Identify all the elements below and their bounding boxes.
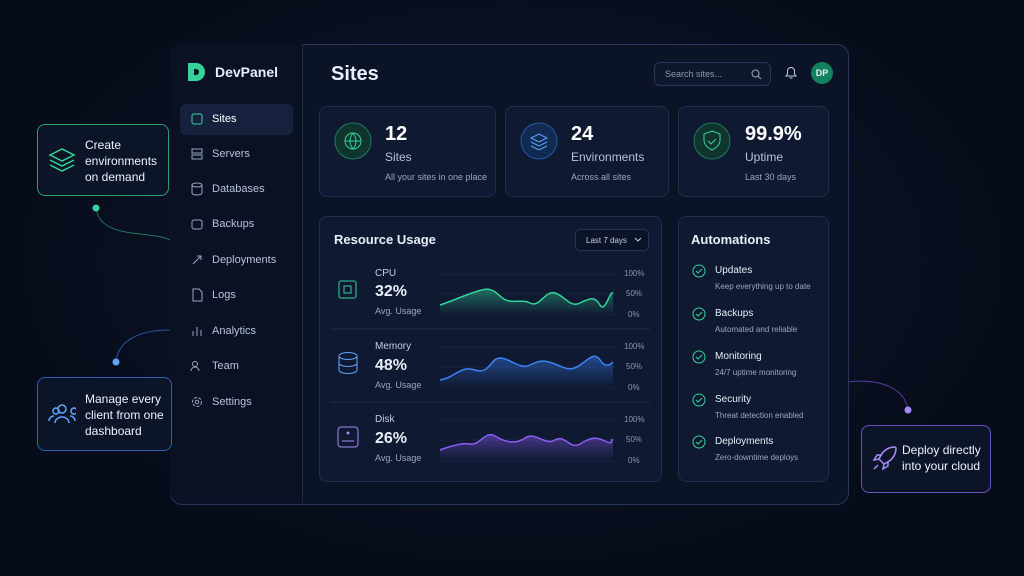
nav-label: Team (212, 360, 239, 372)
resource-caption: Avg. Usage (375, 306, 422, 316)
callout-text: Manage every client from one dashboard (85, 392, 164, 438)
connector (95, 207, 171, 241)
automation-desc: Keep everything up to date (715, 282, 811, 291)
resource-caption: Avg. Usage (375, 453, 422, 463)
axis-label: 100% (624, 269, 645, 278)
resource-value: 48% (375, 357, 408, 374)
nav-item[interactable]: Backups (180, 209, 293, 240)
search-placeholder: Search sites... (665, 69, 723, 79)
page-title: Sites (331, 63, 379, 85)
nav-item[interactable]: Analytics (180, 316, 293, 347)
card-title: Resource Usage (334, 232, 436, 247)
nav-item[interactable]: Team (180, 351, 293, 382)
nav-label: Databases (212, 183, 265, 195)
axis-label: 100% (624, 415, 645, 424)
dot (904, 406, 912, 414)
nav-label: Sites (212, 113, 237, 125)
bell[interactable] (783, 65, 799, 81)
resource-name: Disk (375, 414, 395, 425)
automation-name: Updates (715, 265, 753, 276)
nav-label: Settings (212, 396, 252, 408)
automation-desc: Automated and reliable (715, 325, 798, 334)
axis-label: 0% (628, 456, 640, 465)
nav-label: Analytics (212, 325, 257, 337)
callout: Deploy directly into your cloud (861, 425, 991, 493)
automation-name: Monitoring (715, 351, 762, 362)
automation-desc: Zero-downtime deploys (715, 453, 799, 462)
nav-label: Backups (212, 218, 255, 230)
nav-label: Logs (212, 289, 236, 301)
stat-label: Environments (571, 150, 645, 164)
callout-text: Create environments on demand (85, 138, 158, 184)
axis-label: 0% (628, 310, 640, 319)
nav-item[interactable]: Deployments (180, 245, 293, 276)
stat-value: 24 (571, 123, 594, 145)
stat-note: Last 30 days (745, 172, 797, 182)
connector (846, 380, 909, 411)
stat-note: Across all sites (571, 172, 632, 182)
automation-desc: 24/7 uptime monitoring (715, 368, 797, 377)
range-dropdown[interactable]: Last 7 days (575, 229, 649, 251)
axis-label: 50% (626, 289, 643, 298)
axis-label: 100% (624, 342, 645, 351)
brand: DevPanel (215, 64, 279, 80)
callout: Manage every client from one dashboard (37, 377, 172, 451)
automation-desc: Threat detection enabled (715, 411, 804, 420)
nav-item[interactable]: Servers (180, 139, 293, 170)
nav-item[interactable]: Sites (180, 104, 293, 135)
callout-text: Deploy directly into your cloud (902, 443, 981, 473)
connector (115, 329, 171, 363)
stat-label: Uptime (745, 150, 784, 164)
resource-caption: Avg. Usage (375, 380, 422, 390)
nav-item[interactable]: Settings (180, 387, 293, 418)
axis-label: 50% (626, 435, 643, 444)
resource-value: 32% (375, 283, 408, 300)
resource-name: CPU (375, 268, 397, 279)
resource-value: 26% (375, 430, 408, 447)
axis-label: 0% (628, 383, 640, 392)
resource-name: Memory (375, 341, 412, 352)
search-box[interactable]: Search sites... (654, 62, 771, 86)
automation-name: Security (715, 394, 752, 405)
callout: Create environments on demand (37, 124, 169, 196)
stat-note: All your sites in one place (385, 172, 488, 182)
nav-label: Servers (212, 148, 250, 160)
nav-item[interactable]: Logs (180, 280, 293, 311)
axis-label: 50% (626, 362, 643, 371)
card-title: Automations (691, 232, 771, 247)
avatar[interactable]: DP (811, 62, 833, 84)
logo (188, 63, 205, 81)
automation-name: Backups (715, 308, 754, 319)
range-label: Last 7 days (586, 236, 627, 245)
dot (112, 358, 120, 366)
nav-label: Deployments (212, 254, 277, 266)
stat-value: 99.9% (745, 123, 802, 145)
automation-name: Deployments (715, 436, 774, 447)
stat-label: Sites (385, 150, 412, 164)
stat-value: 12 (385, 123, 408, 145)
nav-item[interactable]: Databases (180, 174, 293, 205)
dot (92, 204, 100, 212)
